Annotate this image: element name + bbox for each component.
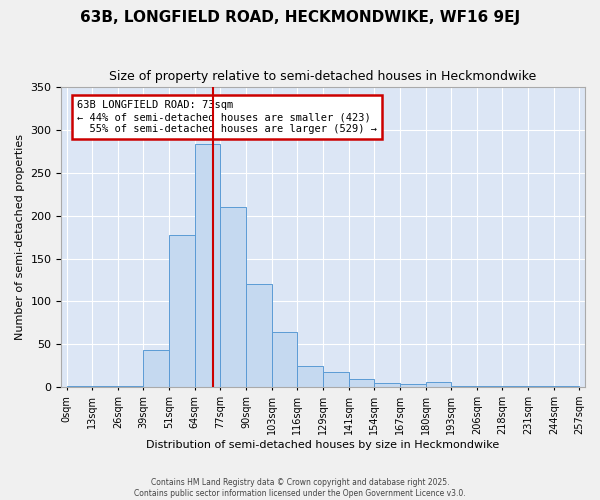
Bar — [477, 386, 502, 388]
Bar — [246, 284, 272, 388]
Bar — [502, 386, 528, 388]
Text: 63B, LONGFIELD ROAD, HECKMONDWIKE, WF16 9EJ: 63B, LONGFIELD ROAD, HECKMONDWIKE, WF16 … — [80, 10, 520, 25]
Bar — [374, 383, 400, 388]
Bar — [195, 144, 220, 388]
Bar — [143, 350, 169, 388]
Bar — [118, 386, 143, 388]
Y-axis label: Number of semi-detached properties: Number of semi-detached properties — [15, 134, 25, 340]
Bar — [323, 372, 349, 388]
Text: 63B LONGFIELD ROAD: 73sqm
← 44% of semi-detached houses are smaller (423)
  55% : 63B LONGFIELD ROAD: 73sqm ← 44% of semi-… — [77, 100, 377, 134]
Bar — [554, 386, 580, 388]
X-axis label: Distribution of semi-detached houses by size in Heckmondwike: Distribution of semi-detached houses by … — [146, 440, 500, 450]
Bar — [298, 366, 323, 388]
Bar — [349, 378, 374, 388]
Bar — [400, 384, 425, 388]
Bar — [425, 382, 451, 388]
Bar — [272, 332, 298, 388]
Bar — [92, 386, 118, 388]
Bar — [451, 386, 477, 388]
Title: Size of property relative to semi-detached houses in Heckmondwike: Size of property relative to semi-detach… — [109, 70, 536, 83]
Bar — [67, 386, 92, 388]
Bar — [220, 207, 246, 388]
Bar — [528, 386, 554, 388]
Text: Contains HM Land Registry data © Crown copyright and database right 2025.
Contai: Contains HM Land Registry data © Crown c… — [134, 478, 466, 498]
Bar — [169, 234, 195, 388]
